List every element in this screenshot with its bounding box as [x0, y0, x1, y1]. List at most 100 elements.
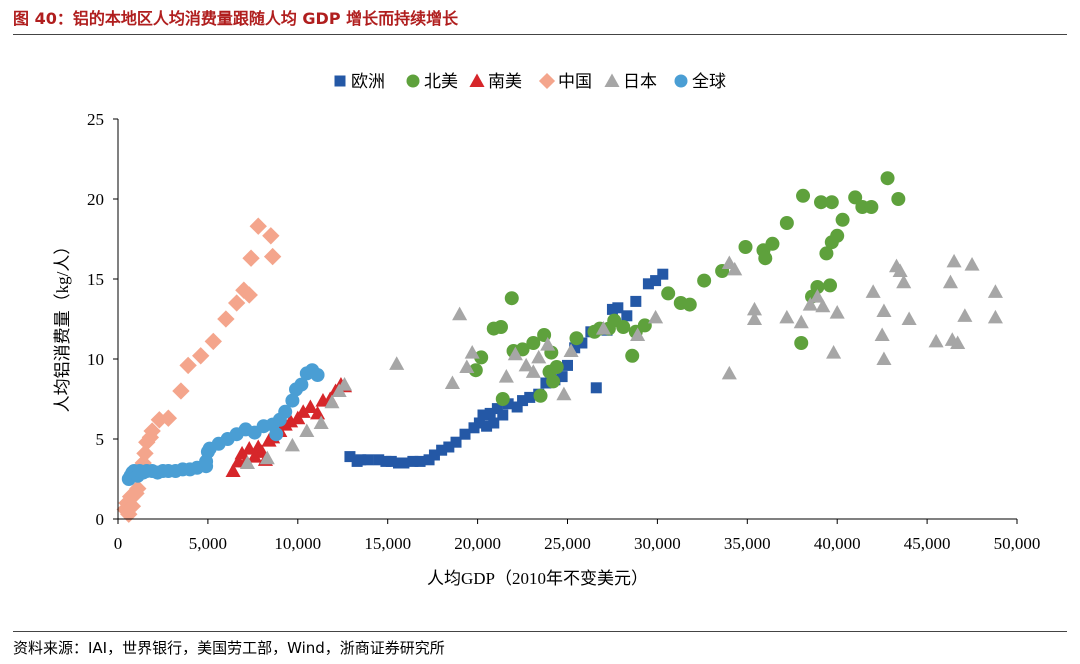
data-point	[484, 407, 496, 419]
data-point	[796, 188, 811, 203]
data-point	[540, 377, 552, 389]
data-point	[616, 320, 631, 334]
data-point	[819, 246, 834, 261]
data-point	[172, 382, 190, 400]
data-point	[428, 449, 440, 461]
data-point	[493, 320, 508, 334]
data-point	[661, 286, 676, 301]
data-point	[590, 382, 602, 394]
data-point	[526, 336, 541, 350]
legend-label: 南美	[488, 72, 522, 91]
data-point	[987, 284, 1003, 298]
data-point	[612, 302, 624, 314]
data-point	[337, 377, 353, 391]
data-point	[344, 451, 356, 463]
data-point	[556, 386, 572, 401]
data-point	[477, 409, 489, 421]
data-point	[295, 404, 311, 418]
data-point	[540, 337, 556, 351]
data-point	[511, 401, 523, 413]
data-point	[758, 251, 773, 266]
data-point	[896, 274, 912, 289]
data-point	[240, 286, 258, 304]
data-point	[814, 195, 829, 210]
x-tick-label: 10,000	[274, 534, 321, 553]
data-points	[116, 171, 1003, 523]
data-point	[129, 479, 147, 498]
data-point	[721, 365, 737, 380]
data-point	[143, 422, 161, 440]
data-point	[239, 455, 255, 470]
data-point	[549, 360, 564, 374]
series-5	[121, 363, 325, 486]
data-point	[835, 212, 850, 227]
data-point	[473, 417, 485, 429]
data-point	[682, 297, 697, 312]
data-point	[192, 347, 210, 365]
data-point	[809, 289, 825, 303]
data-point	[459, 359, 475, 374]
y-axis-ticks: 0 5 10 15 20 25	[87, 110, 118, 529]
x-tick-label: 5,000	[189, 534, 227, 553]
data-point	[864, 200, 879, 214]
data-point	[987, 309, 1003, 324]
plot-area: 0 5 10 15 20 25 0 5,000 10,000 15,000 20,000 25,00…	[87, 110, 1040, 553]
data-point	[468, 363, 483, 378]
data-point	[630, 295, 642, 307]
x-tick-label: 45,000	[904, 534, 951, 553]
data-point	[302, 399, 318, 414]
data-point	[136, 444, 154, 463]
data-point	[385, 455, 397, 467]
y-tick-label: 10	[87, 350, 104, 369]
data-point	[630, 327, 646, 342]
data-point	[576, 337, 588, 349]
y-tick-label: 5	[96, 430, 105, 449]
data-point	[533, 388, 548, 403]
data-point	[876, 303, 892, 318]
legend-label: 欧洲	[351, 72, 385, 91]
data-point	[507, 346, 523, 361]
x-tick-label: 20,000	[454, 534, 501, 553]
data-point	[657, 268, 669, 280]
data-point	[824, 195, 839, 210]
y-tick-label: 20	[87, 190, 104, 209]
data-point	[389, 356, 405, 370]
data-point	[637, 318, 652, 333]
data-point	[891, 192, 906, 206]
data-point	[531, 349, 547, 364]
source-note: 资料来源：IAI，世界银行，美国劳工部，Wind，浙商证券研究所	[13, 639, 445, 657]
legend-label: 日本	[623, 72, 657, 91]
data-point	[569, 342, 581, 354]
data-point	[284, 437, 300, 452]
data-point	[815, 298, 831, 313]
data-point	[278, 404, 293, 419]
legend-marker	[406, 74, 420, 88]
data-point	[310, 368, 325, 382]
x-tick-label: 50,000	[994, 534, 1041, 553]
data-point	[942, 274, 959, 289]
data-point	[123, 497, 142, 515]
data-point	[504, 291, 519, 306]
data-point	[563, 343, 579, 358]
x-axis-label: 人均GDP（2010年不变美元）	[427, 569, 648, 588]
data-point	[204, 332, 222, 351]
data-point	[892, 263, 908, 278]
legend-marker	[469, 73, 485, 88]
chart-legend: 欧洲 北美 南美 中国 日本 全球	[334, 72, 726, 91]
data-point	[294, 377, 309, 392]
data-point	[738, 240, 753, 254]
data-point	[928, 333, 944, 348]
data-point	[498, 369, 514, 383]
data-point	[848, 190, 863, 205]
data-point	[459, 428, 471, 440]
data-point	[414, 455, 426, 467]
data-point	[802, 297, 818, 311]
data-point	[595, 321, 611, 335]
data-point	[324, 394, 340, 409]
data-point	[497, 409, 509, 421]
data-point	[697, 273, 712, 288]
x-tick-label: 35,000	[724, 534, 771, 553]
data-point	[524, 391, 536, 403]
data-point	[746, 311, 763, 326]
data-point	[779, 309, 795, 324]
